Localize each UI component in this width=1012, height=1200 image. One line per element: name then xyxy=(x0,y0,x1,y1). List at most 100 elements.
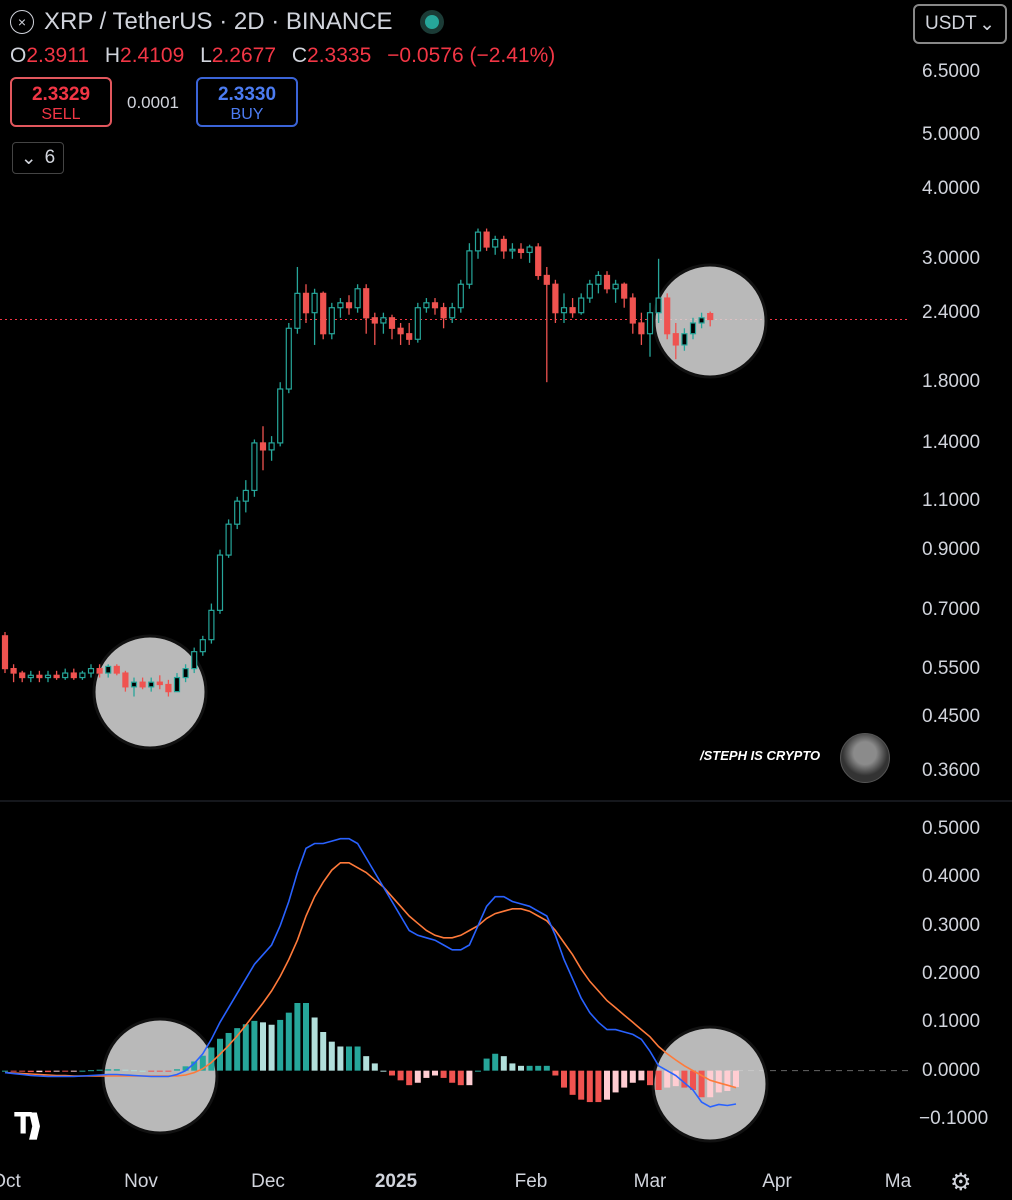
histogram-bar xyxy=(148,1070,155,1072)
candle-body xyxy=(328,307,335,335)
candle-body xyxy=(44,674,52,679)
candle-body xyxy=(302,292,310,314)
histogram-bar xyxy=(578,1070,585,1100)
histogram-bar xyxy=(251,1020,258,1071)
histogram-bar xyxy=(449,1070,456,1083)
candle-body xyxy=(543,274,550,285)
histogram-bar xyxy=(371,1063,378,1071)
avatar xyxy=(840,733,890,783)
candle-body xyxy=(113,665,120,674)
histogram-bar xyxy=(182,1066,189,1071)
buy-button[interactable]: 2.3330 BUY xyxy=(196,77,298,127)
candle-body xyxy=(612,283,619,290)
candle-body xyxy=(638,322,645,335)
candle-body xyxy=(251,442,258,492)
histogram-bar xyxy=(604,1070,610,1100)
candle-body xyxy=(569,307,576,314)
candle-body xyxy=(655,297,662,314)
low-label: L xyxy=(200,44,212,67)
candle-body xyxy=(337,302,344,309)
candle-body xyxy=(354,288,361,309)
histogram-bar xyxy=(466,1070,473,1086)
macd-line xyxy=(4,837,737,1108)
candle-body xyxy=(466,250,473,285)
price-axis-tick: 0.4500 xyxy=(922,706,981,728)
candle-body xyxy=(36,674,43,679)
watermark-text: /STEPH IS CRYPTO xyxy=(700,748,821,763)
price-axis-tick: 4.0000 xyxy=(922,178,981,200)
time-axis-tick: Apr xyxy=(762,1171,792,1192)
candle-body xyxy=(664,297,671,335)
candle-body xyxy=(156,681,163,686)
signal-line xyxy=(4,862,737,1089)
candle-body xyxy=(560,307,568,314)
candle-body xyxy=(363,288,370,319)
histogram-bar xyxy=(672,1070,679,1087)
candle-body xyxy=(509,248,516,252)
candle-body xyxy=(53,674,60,679)
histogram-bar xyxy=(612,1070,619,1093)
candle-body xyxy=(285,327,292,390)
candle-body xyxy=(10,668,17,674)
chevron-down-icon: ⌄ xyxy=(20,147,37,169)
histogram-bar xyxy=(88,1070,94,1072)
symbol-header[interactable]: × XRP / TetherUS · 2D · BINANCE xyxy=(10,8,439,36)
time-axis-tick: Nov xyxy=(124,1171,158,1192)
candle-body xyxy=(388,317,396,329)
histogram-bar xyxy=(174,1069,180,1071)
candle-body xyxy=(595,274,602,285)
macd-axis-tick: −0.1000 xyxy=(919,1108,989,1129)
macd-axis-tick: 0.3000 xyxy=(922,914,981,936)
histogram-bar xyxy=(199,1055,206,1071)
price-axis-tick: 0.3600 xyxy=(922,760,981,781)
time-axis-tick: Mar xyxy=(633,1171,667,1192)
gear-icon[interactable]: ⚙ xyxy=(950,1169,972,1196)
histogram-bar xyxy=(526,1065,533,1071)
histogram-bar xyxy=(380,1070,387,1072)
histogram-bar xyxy=(320,1032,327,1071)
candle-body xyxy=(431,302,439,309)
candle-body xyxy=(483,231,490,248)
histogram-bar xyxy=(664,1070,671,1088)
histogram-bar xyxy=(10,1070,17,1072)
histogram-bar xyxy=(328,1041,335,1071)
price-axis-tick: 1.1000 xyxy=(922,490,981,512)
currency-select[interactable]: USDT ⌄ xyxy=(913,4,1007,44)
histogram-bar xyxy=(707,1070,714,1098)
candle-body xyxy=(268,442,275,451)
histogram-bar xyxy=(518,1065,524,1071)
histogram-bar xyxy=(79,1070,86,1072)
time-axis-tick: Ma xyxy=(884,1171,912,1192)
candle-body xyxy=(440,307,447,319)
candle-body xyxy=(500,238,507,252)
histogram-bar xyxy=(354,1046,361,1071)
histogram-bar xyxy=(2,1070,8,1072)
candle-body xyxy=(173,676,181,693)
macd-axis-tick: 0.0000 xyxy=(922,1059,981,1081)
macd-axis-tick: 0.4000 xyxy=(922,866,981,888)
histogram-bar xyxy=(535,1065,542,1071)
histogram-bar xyxy=(122,1069,129,1071)
histogram-bar xyxy=(406,1070,413,1086)
histogram-bar xyxy=(569,1070,576,1095)
candle-body xyxy=(1,635,9,670)
histogram-bar xyxy=(225,1032,232,1071)
histogram-bar xyxy=(655,1070,662,1090)
histogram-bar xyxy=(139,1070,146,1072)
histogram-bar xyxy=(681,1070,688,1088)
candle-body xyxy=(165,683,172,693)
price-axis-tick: 2.4000 xyxy=(922,301,981,323)
indicators-toggle[interactable]: ⌄ 6 xyxy=(12,142,64,174)
sell-label: SELL xyxy=(41,106,81,123)
buy-price: 2.3330 xyxy=(217,84,277,105)
candle-body xyxy=(689,322,697,335)
candle-body xyxy=(208,609,215,641)
candle-body xyxy=(87,668,95,674)
time-axis-tick: Dec xyxy=(251,1171,285,1192)
price-axis-tick: 3.0000 xyxy=(922,247,981,269)
candle-body xyxy=(242,489,249,502)
sell-button[interactable]: 2.3329 SELL xyxy=(10,77,112,127)
histogram-bar xyxy=(397,1070,404,1081)
close-icon[interactable]: × xyxy=(10,10,34,34)
